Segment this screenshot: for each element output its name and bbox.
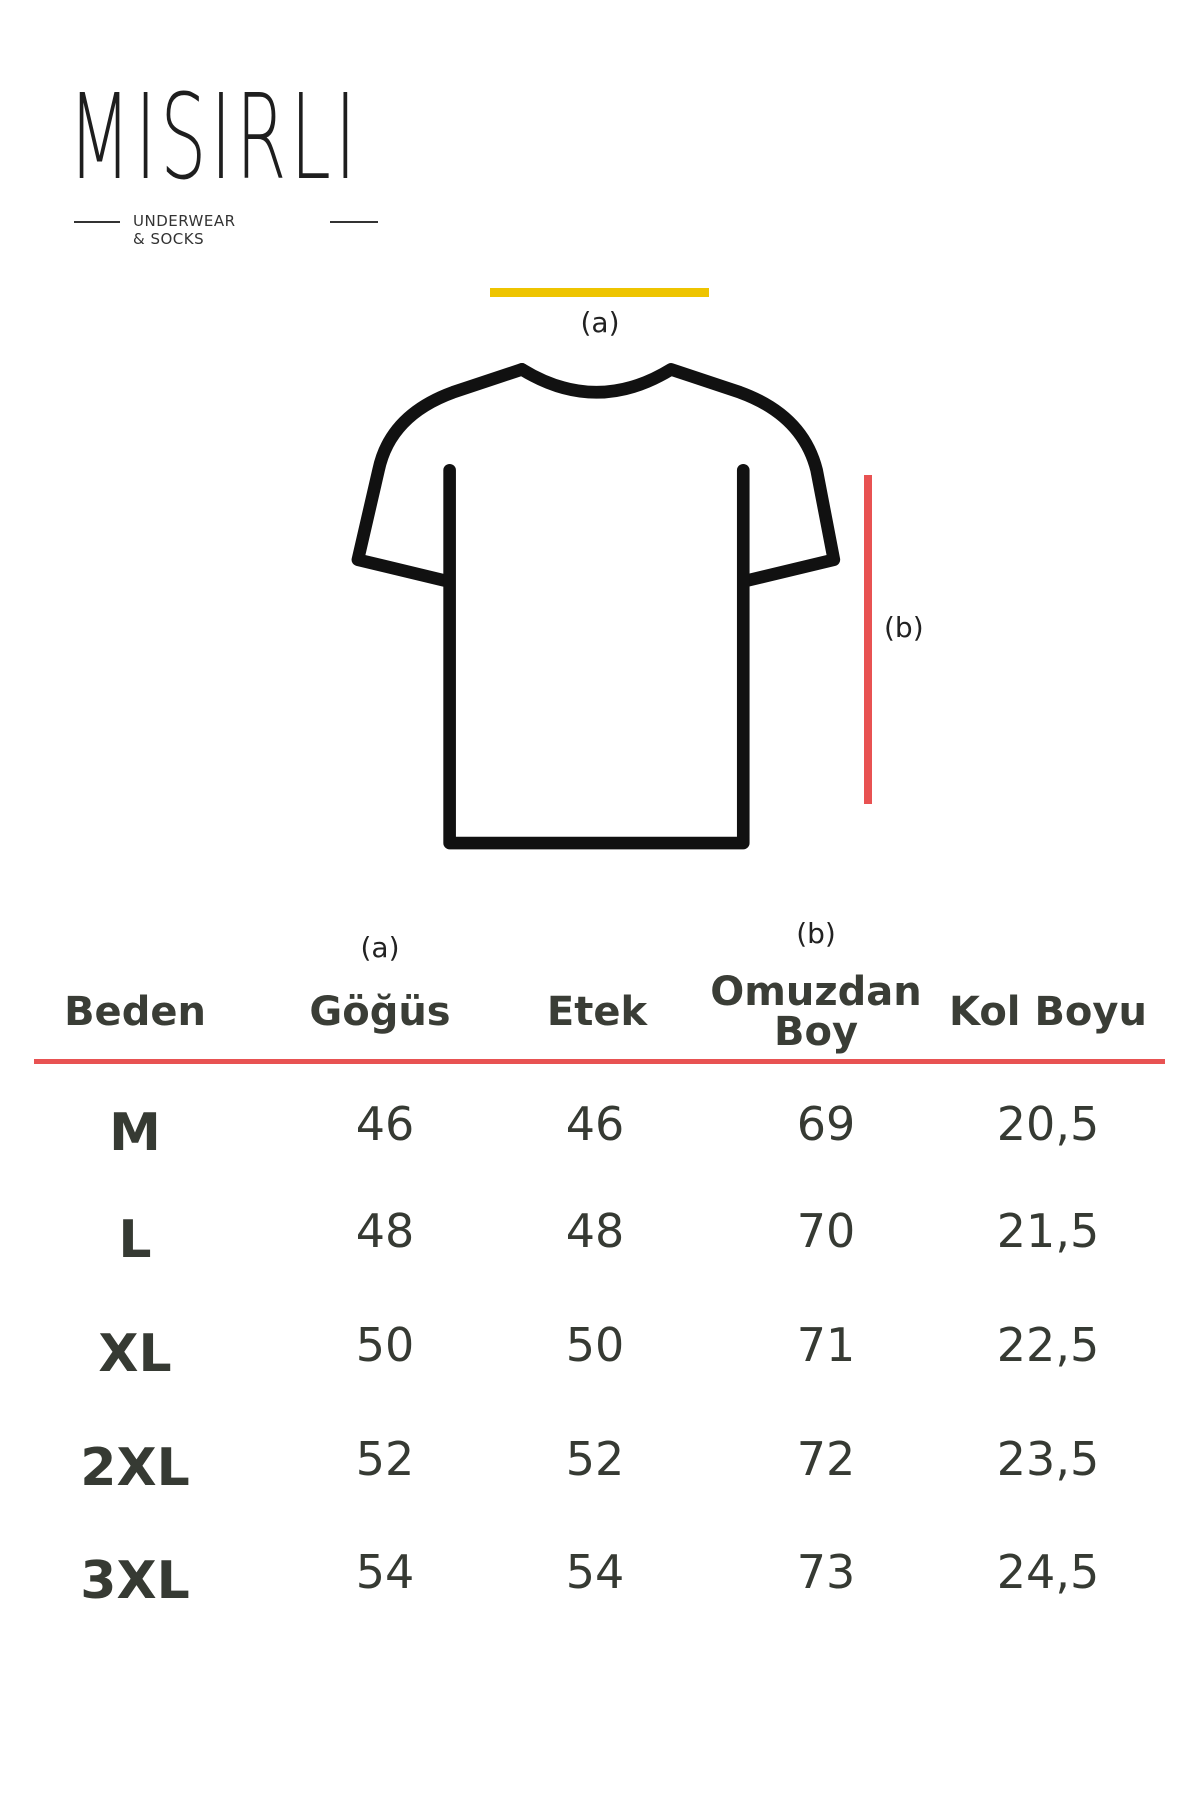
cell-length: 69 — [796, 1097, 856, 1151]
cell-sleeve: 20,5 — [996, 1097, 1100, 1151]
header-length: Omuzdan Boy — [710, 972, 922, 1052]
cell-size: L — [118, 1210, 152, 1270]
cell-chest: 52 — [355, 1432, 415, 1486]
header-line: Omuzdan — [710, 969, 922, 1015]
cell-length: 73 — [796, 1545, 856, 1599]
cell-hem: 46 — [565, 1097, 625, 1151]
cell-hem: 48 — [565, 1204, 625, 1258]
cell-length: 70 — [796, 1204, 856, 1258]
header-sleeve: Kol Boyu — [949, 989, 1147, 1035]
header-size: Beden — [64, 989, 206, 1035]
label-a: (a) — [580, 306, 620, 339]
header-chest: Göğüs — [309, 989, 451, 1035]
cell-chest: 50 — [355, 1318, 415, 1372]
header-marker-length: (b) — [796, 917, 836, 950]
cell-chest: 48 — [355, 1204, 415, 1258]
cell-length: 72 — [796, 1432, 856, 1486]
cell-chest: 46 — [355, 1097, 415, 1151]
cell-size: XL — [98, 1324, 172, 1384]
cell-size: 3XL — [80, 1551, 190, 1611]
measure-line-b — [864, 475, 872, 804]
cell-hem: 54 — [565, 1545, 625, 1599]
cell-size: 2XL — [80, 1438, 190, 1498]
cell-sleeve: 21,5 — [996, 1204, 1100, 1258]
label-b: (b) — [884, 611, 924, 644]
brand-tagline: UNDERWEAR & SOCKS — [133, 212, 236, 248]
header-line: Boy — [773, 1009, 859, 1055]
cell-sleeve: 23,5 — [996, 1432, 1100, 1486]
measure-line-a — [490, 288, 709, 297]
header-hem: Etek — [546, 989, 648, 1035]
logo-divider — [74, 221, 120, 223]
header-rule — [34, 1059, 1165, 1064]
logo-divider — [330, 221, 378, 223]
cell-size: M — [109, 1103, 161, 1163]
header-marker-chest: (a) — [360, 931, 400, 964]
cell-chest: 54 — [355, 1545, 415, 1599]
cell-sleeve: 24,5 — [996, 1545, 1100, 1599]
cell-sleeve: 22,5 — [996, 1318, 1100, 1372]
cell-length: 71 — [796, 1318, 856, 1372]
tshirt-icon — [351, 363, 841, 850]
cell-hem: 52 — [565, 1432, 625, 1486]
brand-name: MISIRLI — [68, 68, 360, 206]
cell-hem: 50 — [565, 1318, 625, 1372]
